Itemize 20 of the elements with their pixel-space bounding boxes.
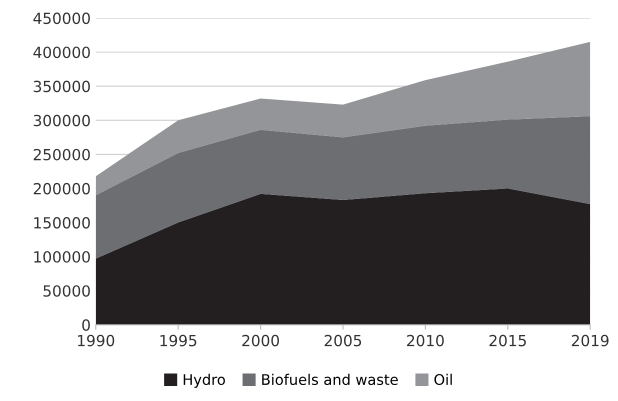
legend-label: Biofuels and waste: [262, 374, 398, 386]
y-tick-label: 450000: [33, 12, 90, 24]
x-tick-label: 2015: [489, 334, 526, 346]
x-tick-label: 1990: [78, 334, 114, 346]
y-tick-label: 350000: [34, 80, 90, 92]
y-tick-label: 150000: [34, 217, 90, 229]
y-tick-label: 300000: [34, 114, 90, 126]
legend-label: Hydro: [184, 374, 225, 388]
y-tick-label: 100000: [34, 251, 90, 263]
y-tick-label: 50000: [44, 285, 90, 297]
y-tick-label: 400000: [33, 46, 90, 58]
x-tick-label: 2000: [242, 334, 280, 346]
y-tick-label: 0: [82, 319, 90, 331]
x-tick-label: 2019: [572, 334, 609, 346]
y-tick-label: 250000: [34, 148, 90, 160]
y-tick-label: 200000: [34, 182, 90, 194]
x-tick-label: 2010: [407, 334, 444, 346]
x-tick-label: 1995: [160, 334, 196, 346]
legend-label: Oil: [434, 374, 452, 386]
x-tick-label: 2005: [324, 334, 362, 346]
